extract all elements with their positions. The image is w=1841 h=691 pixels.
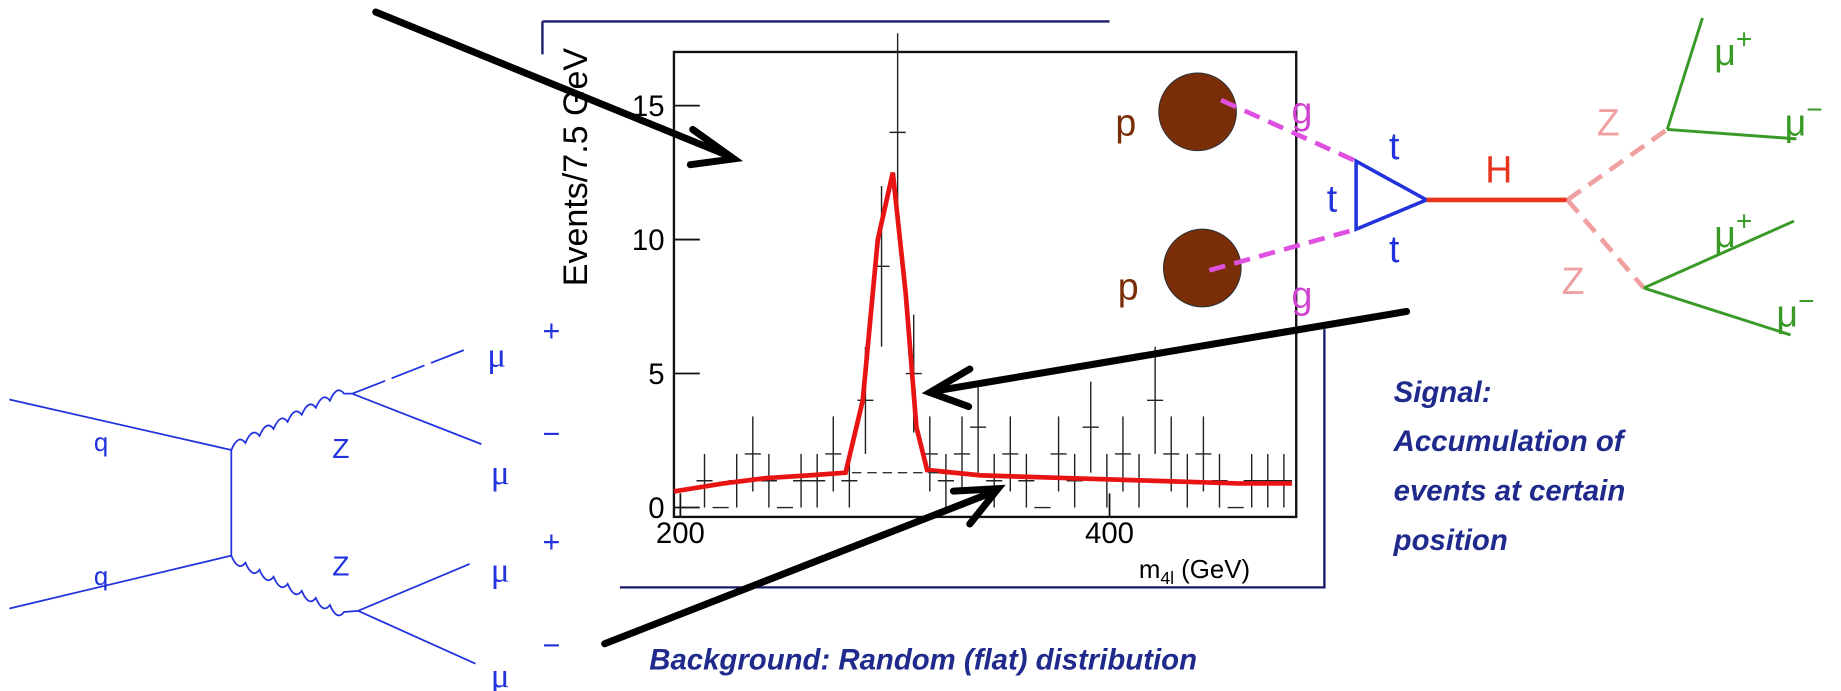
arrows <box>372 8 1411 648</box>
x-label-base: m <box>1139 556 1161 584</box>
proton <box>1162 228 1242 308</box>
quark-label: q <box>94 429 108 457</box>
muon-line <box>357 563 470 612</box>
arrow <box>929 307 1411 395</box>
muons <box>1643 17 1797 337</box>
quark-line <box>9 554 232 610</box>
x-label-unit: (GeV) <box>1181 556 1250 584</box>
arrow-head <box>921 365 974 411</box>
signal-note: Accumulation of <box>1393 425 1627 458</box>
charge: + <box>1736 22 1752 54</box>
charge: − <box>1798 284 1814 316</box>
muon-line <box>1667 128 1797 141</box>
x-tick-label: 400 <box>1085 517 1134 550</box>
fit-curve <box>673 172 1292 494</box>
charge: + <box>1736 204 1752 236</box>
muon-line <box>1665 17 1704 130</box>
muon-line <box>357 610 476 665</box>
quark-label: q <box>94 563 108 591</box>
muon-line <box>1643 286 1791 337</box>
boson-label: Z <box>332 432 349 464</box>
arrow <box>372 8 734 160</box>
muon: μ <box>1785 101 1807 143</box>
boson-label: Z <box>1597 101 1620 143</box>
lepton-labels: μ+ μ− μ+ μ− <box>1714 22 1823 334</box>
top-loop <box>1354 158 1431 232</box>
left-labels: q q Z Z μ + μ − μ + μ − <box>94 314 560 691</box>
charge: − <box>1806 93 1822 125</box>
signal-note: events at certain <box>1394 474 1626 507</box>
z-boson <box>1565 198 1646 290</box>
muon: μ <box>1714 213 1736 255</box>
muon-line <box>1643 219 1795 290</box>
boson-label: Z <box>332 550 349 582</box>
charge-label: + <box>542 525 560 559</box>
muon-label: μ− <box>1785 93 1823 143</box>
proton <box>1158 72 1237 152</box>
y-tick-label: 0 <box>648 492 664 525</box>
z-boson <box>230 555 359 617</box>
gluon-label: g <box>1292 274 1313 316</box>
muon: μ <box>1776 293 1798 335</box>
x-tick-label: 200 <box>656 517 705 550</box>
x-axis-label: m4l (GeV) <box>1139 556 1250 588</box>
background-note: Background: Random (flat) distribution <box>649 644 1197 677</box>
muon-label: μ <box>487 336 506 375</box>
y-tick-label: 10 <box>632 224 665 257</box>
x-label-sub: 4l <box>1160 568 1174 588</box>
muon: μ <box>1714 31 1736 73</box>
muon-label: μ <box>491 656 510 691</box>
proton-label: p <box>1115 101 1136 143</box>
muon-line <box>351 347 470 395</box>
charge-label: + <box>542 314 560 348</box>
charge-label: − <box>542 417 560 451</box>
signal-note: Signal: <box>1394 376 1492 409</box>
right-diagram: p p g g t t t H Z Z μ+ μ− μ+ μ− <box>1115 17 1823 337</box>
frame-line <box>619 329 1326 589</box>
arrow-head <box>686 125 744 169</box>
muon-label: μ <box>491 550 510 589</box>
signal-note: position <box>1393 524 1508 557</box>
muon-label: μ+ <box>1714 22 1752 72</box>
z-boson <box>1566 127 1669 202</box>
gluon-label: g <box>1292 90 1313 132</box>
right-labels: p p g g t t t H Z Z μ+ μ− μ+ μ− <box>1115 22 1822 334</box>
higgs-label: H <box>1485 148 1512 190</box>
muon-label: μ <box>491 453 510 492</box>
muon-label: μ+ <box>1714 204 1752 254</box>
top-label: t <box>1327 178 1338 220</box>
y-axis-label: Events/7.5 GeV <box>557 48 595 287</box>
arrow-head <box>949 484 1006 528</box>
quark-line <box>9 398 232 451</box>
muon-line <box>351 392 482 445</box>
muon-label: μ− <box>1776 284 1814 334</box>
y-tick-label: 5 <box>648 358 664 391</box>
z-boson <box>230 389 353 451</box>
top-label: t <box>1389 228 1400 270</box>
arrow <box>601 487 1000 648</box>
charge-label: − <box>542 628 560 662</box>
proton-label: p <box>1118 266 1139 308</box>
left-diagram <box>9 347 482 665</box>
boson-label: Z <box>1562 260 1585 302</box>
top-label: t <box>1389 125 1400 167</box>
